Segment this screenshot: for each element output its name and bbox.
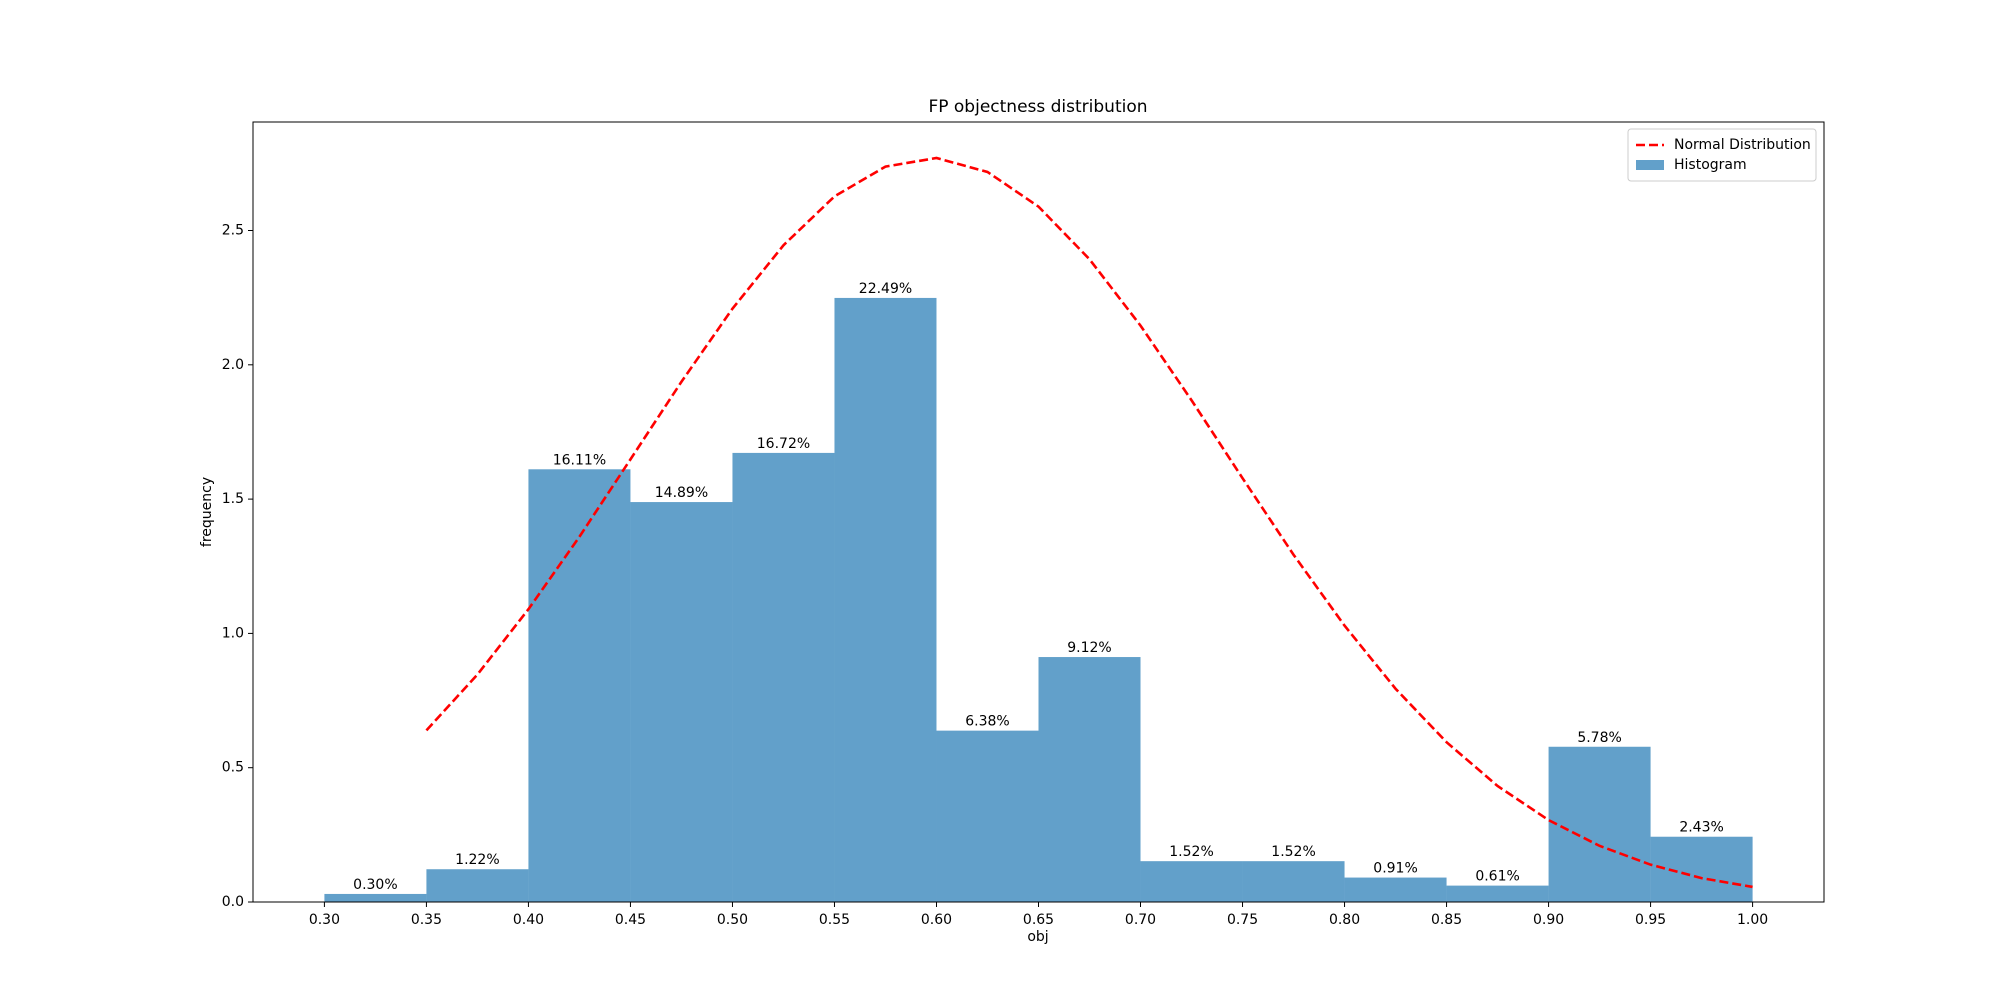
x-tick-label: 0.85 (1431, 912, 1462, 928)
x-tick-label: 0.95 (1635, 912, 1666, 928)
bar-value-label: 16.72% (757, 436, 810, 452)
x-tick-label: 0.70 (1125, 912, 1156, 928)
x-tick-label: 0.40 (513, 912, 544, 928)
normal-curve (425, 156, 1753, 889)
bar-value-label: 6.38% (965, 714, 1009, 730)
histogram-bar (528, 469, 631, 902)
y-tick-label: 2.5 (222, 223, 244, 239)
bar-value-label: 16.11% (553, 452, 606, 468)
histogram-bar (936, 730, 1039, 902)
bar-value-label: 1.22% (455, 852, 499, 868)
histogram-bar (1242, 861, 1345, 902)
histogram-bar (834, 297, 937, 902)
y-tick-label: 0.0 (222, 894, 244, 910)
x-tick-label: 0.65 (1023, 912, 1054, 928)
x-tick-label: 0.30 (309, 912, 340, 928)
y-tick-label: 1.5 (222, 491, 244, 507)
x-tick-label: 0.75 (1227, 912, 1258, 928)
y-axis-label: frequency (199, 477, 215, 547)
histogram-bar (732, 452, 835, 902)
bar-value-label: 14.89% (655, 485, 708, 501)
histogram-bar (630, 502, 733, 902)
bar-value-label: 9.12% (1067, 640, 1111, 656)
x-tick-label: 0.60 (921, 912, 952, 928)
bar-value-label: 0.61% (1475, 869, 1519, 885)
x-tick-label: 0.80 (1329, 912, 1360, 928)
chart-title: FP objectness distribution (928, 97, 1147, 117)
legend-box (1627, 128, 1817, 182)
histogram-bar (1548, 746, 1651, 902)
x-tick-label: 0.90 (1533, 912, 1564, 928)
bar-value-label: 5.78% (1577, 730, 1621, 746)
bar-value-label: 1.52% (1169, 844, 1213, 860)
bar-value-label: 2.43% (1679, 820, 1723, 836)
y-tick-label: 1.0 (222, 625, 244, 641)
bar-value-label: 1.52% (1271, 844, 1315, 860)
histogram-bar (1038, 657, 1141, 902)
x-tick-label: 0.35 (411, 912, 442, 928)
histogram-bar (1140, 861, 1243, 902)
bar-value-label: 0.91% (1373, 861, 1417, 877)
legend-label: Normal Distribution (1674, 137, 1811, 153)
x-tick-label: 1.00 (1737, 912, 1768, 928)
x-axis-label: obj (1027, 929, 1048, 945)
bar-value-label: 0.30% (353, 877, 397, 893)
legend-label: Histogram (1674, 157, 1747, 173)
y-tick-label: 0.5 (222, 760, 244, 776)
histogram-bar (324, 893, 427, 902)
x-tick-label: 0.50 (717, 912, 748, 928)
x-tick-label: 0.55 (819, 912, 850, 928)
histogram-bar (1650, 836, 1753, 902)
bar-value-label: 22.49% (859, 281, 912, 297)
histogram-bar (1446, 885, 1549, 902)
legend-patch (1636, 160, 1664, 170)
histogram-bar (426, 869, 529, 902)
y-tick-label: 2.0 (222, 357, 244, 373)
histogram-bar (1344, 877, 1447, 902)
x-tick-label: 0.45 (615, 912, 646, 928)
